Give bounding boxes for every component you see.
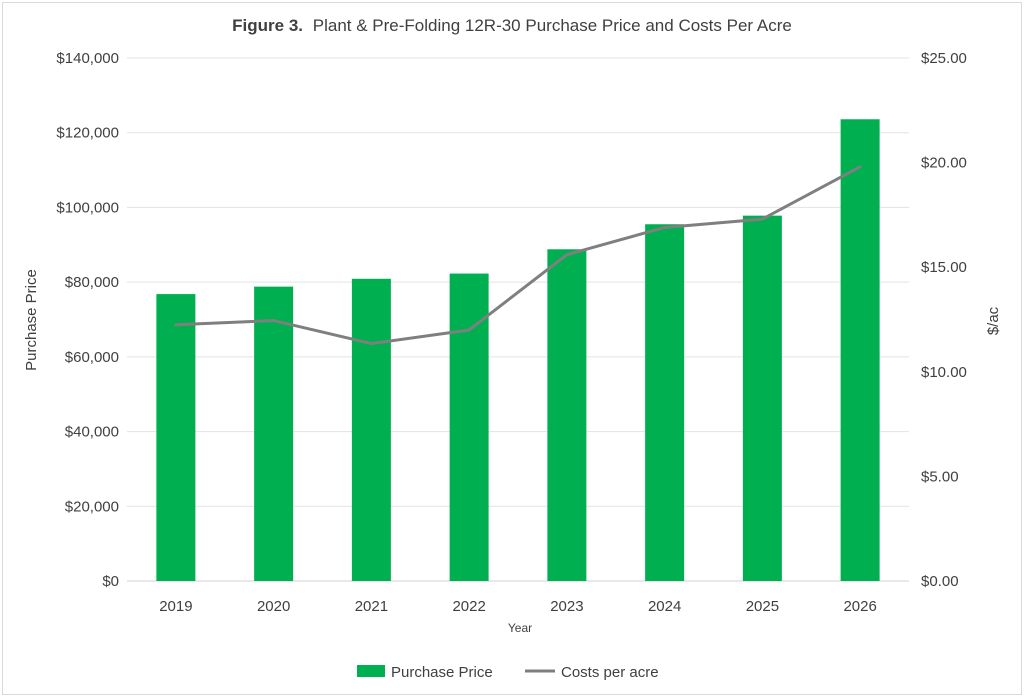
y-tick-label: $0	[102, 573, 119, 590]
y-tick-label: $120,000	[56, 125, 119, 142]
bar	[840, 119, 880, 581]
bar	[351, 278, 391, 581]
x-tick-label: 2024	[648, 598, 681, 615]
series-line	[174, 165, 862, 346]
bar	[449, 273, 489, 581]
y-tick-label: $140,000	[56, 50, 119, 67]
chart: Figure 3. Plant & Pre-Folding 12R-30 Pur…	[23, 16, 1002, 681]
y-axis-left-ticks: $0 $20,000 $40,000 $60,000 $80,000 $100,000 $1…	[56, 50, 119, 590]
y2-tick-label: $25.00	[921, 50, 967, 67]
chart-title-prefix: Figure 3.	[232, 16, 303, 35]
x-tick-label: 2022	[452, 598, 485, 615]
y-tick-label: $40,000	[65, 424, 119, 441]
line-series	[174, 165, 862, 346]
x-tick-label: 2021	[355, 598, 388, 615]
x-tick-label: 2026	[843, 598, 876, 615]
x-tick-label: 2023	[550, 598, 583, 615]
y2-tick-label: $5.00	[921, 468, 959, 485]
legend-bar-label: Purchase Price	[391, 664, 493, 681]
legend-line-label: Costs per acre	[561, 664, 659, 681]
x-tick-label: 2020	[257, 598, 290, 615]
y2-tick-label: $15.00	[921, 259, 967, 276]
bar	[742, 215, 782, 581]
bar-series	[156, 119, 880, 582]
x-tick-label: 2019	[159, 598, 192, 615]
bar	[645, 224, 685, 581]
x-axis-ticks: 2019 2020 2021 2022 2023 2024 2025 2026	[159, 598, 877, 615]
bar	[156, 294, 196, 581]
x-axis-label: Year	[508, 621, 532, 635]
chart-title: Figure 3. Plant & Pre-Folding 12R-30 Pur…	[232, 16, 792, 35]
y-axis-right-label: $/ac	[985, 306, 1002, 335]
bar	[254, 286, 294, 581]
y2-tick-label: $0.00	[921, 573, 959, 590]
bar	[547, 249, 587, 582]
y2-tick-label: $10.00	[921, 364, 967, 381]
y-tick-label: $100,000	[56, 199, 119, 216]
legend: Purchase Price Costs per acre	[357, 664, 659, 681]
y2-tick-label: $20.00	[921, 155, 967, 172]
gridlines	[127, 57, 909, 582]
y-axis-left-label: Purchase Price	[23, 269, 40, 371]
chart-title-text: Plant & Pre-Folding 12R-30 Purchase Pric…	[313, 16, 792, 35]
legend-bar-swatch	[357, 665, 385, 677]
y-tick-label: $20,000	[65, 498, 119, 515]
y-tick-label: $60,000	[65, 349, 119, 366]
y-axis-right-ticks: $0.00 $5.00 $10.00 $15.00 $20.00 $25.00	[921, 50, 967, 590]
x-tick-label: 2025	[746, 598, 779, 615]
y-tick-label: $80,000	[65, 274, 119, 291]
